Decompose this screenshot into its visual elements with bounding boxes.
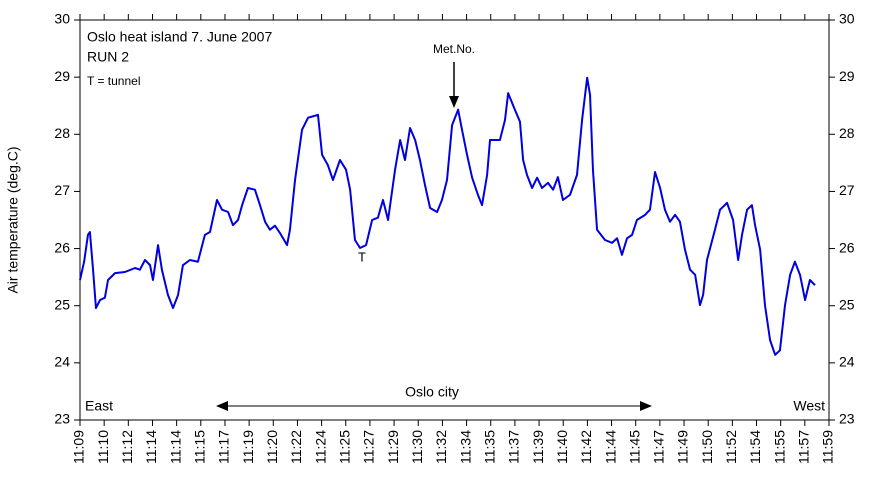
y-axis-label: Air temperature (deg.C) [5, 146, 21, 293]
x-tick-label: 11:15 [192, 430, 208, 464]
annotation-east: East [85, 398, 113, 414]
annotation-west: West [793, 398, 825, 414]
y-tick-label: 27 [839, 182, 855, 198]
x-tick-label: 11:24 [312, 430, 328, 464]
x-tick-label: 11:09 [71, 430, 87, 464]
arrow-head [449, 96, 459, 108]
x-tick-label: 11:17 [216, 430, 232, 464]
y-tick-label: 30 [839, 11, 855, 27]
x-tick-label: 11:30 [409, 430, 425, 464]
x-tick-label: 11:37 [506, 430, 522, 464]
y-tick-label: 28 [54, 125, 70, 141]
x-tick-label: 11:12 [119, 430, 135, 464]
x-tick-label: 11:35 [481, 430, 497, 464]
x-tick-label: 11:27 [361, 430, 377, 464]
annotation-tunnel: T [358, 249, 366, 264]
x-tick-label: 11:59 [820, 430, 836, 464]
x-tick-label: 11:40 [554, 430, 570, 464]
x-tick-label: 11:54 [747, 430, 763, 464]
y-tick-label: 30 [54, 11, 70, 27]
x-tick-label: 11:22 [288, 430, 304, 464]
x-tick-label: 11:14 [167, 430, 183, 464]
x-tick-label: 11:10 [95, 430, 111, 464]
y-tick-label: 27 [54, 182, 70, 198]
plot-frame [79, 19, 830, 421]
y-tick-label: 24 [839, 354, 855, 370]
y-tick-label: 29 [839, 68, 855, 84]
x-tick-label: 11:29 [385, 430, 401, 464]
y-tick-label: 23 [839, 411, 855, 427]
y-tick-label: 25 [54, 296, 70, 312]
chart-title: Oslo heat island 7. June 2007 [87, 29, 272, 45]
x-tick-label: 11:44 [602, 430, 618, 464]
chart-subtitle: RUN 2 [87, 49, 129, 65]
x-tick-label: 11:47 [651, 430, 667, 464]
x-tick-label: 11:19 [240, 430, 256, 464]
y-tick-label: 29 [54, 68, 70, 84]
y-tick-label: 28 [839, 125, 855, 141]
arrow-head [640, 401, 652, 411]
annotation-city: Oslo city [405, 384, 459, 400]
annotation-met: Met.No. [433, 42, 475, 56]
x-tick-label: 11:57 [796, 430, 812, 464]
x-tick-label: 11:14 [143, 430, 159, 464]
x-tick-label: 11:20 [264, 430, 280, 464]
x-tick-label: 11:39 [530, 430, 546, 464]
x-tick-label: 11:25 [336, 430, 352, 464]
y-tick-label: 26 [54, 239, 70, 255]
x-tick-label: 11:55 [771, 430, 787, 464]
legend-note: T = tunnel [87, 74, 140, 88]
data-line [79, 76, 816, 356]
x-tick-label: 11:34 [457, 430, 473, 464]
x-tick-label: 11:52 [723, 430, 739, 464]
y-tick-label: 24 [54, 354, 70, 370]
x-tick-label: 11:50 [699, 430, 715, 464]
x-tick-label: 11:45 [626, 430, 642, 464]
y-tick-label: 25 [839, 296, 855, 312]
arrow-head [216, 401, 228, 411]
x-tick-label: 11:32 [433, 430, 449, 464]
y-tick-label: 23 [54, 411, 70, 427]
y-tick-label: 26 [839, 239, 855, 255]
x-tick-label: 11:49 [675, 430, 691, 464]
x-tick-label: 11:42 [578, 430, 594, 464]
